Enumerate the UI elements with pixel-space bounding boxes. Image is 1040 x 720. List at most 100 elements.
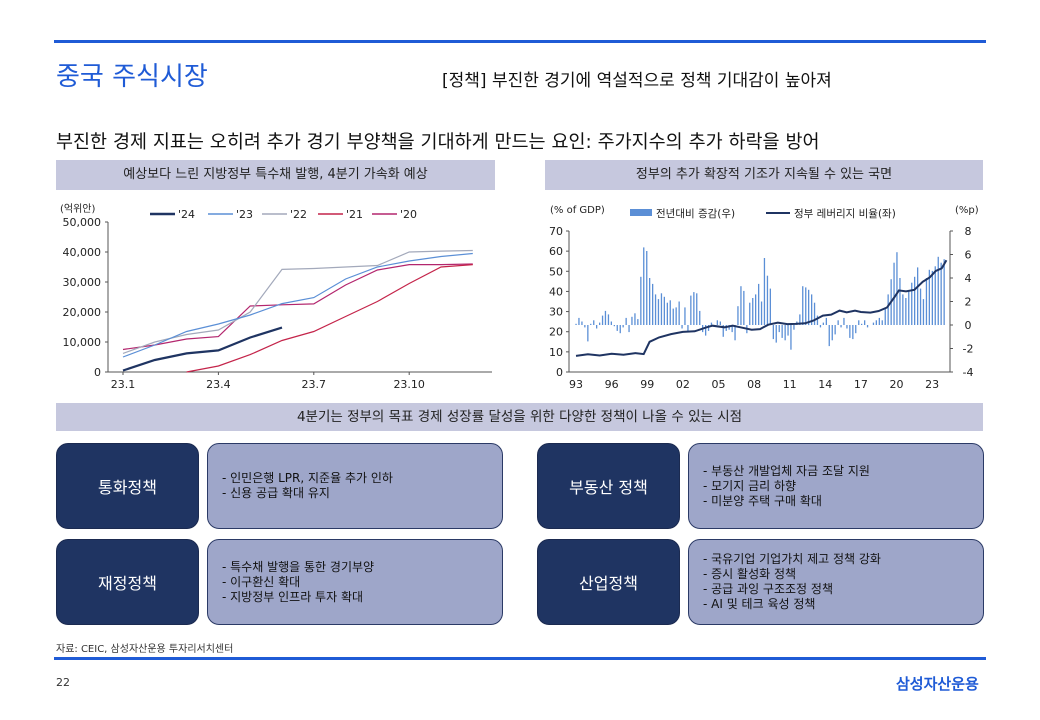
bar xyxy=(911,282,913,325)
x-tick-label: 20 xyxy=(890,378,904,391)
bar xyxy=(660,293,663,325)
policy-item: - 국유기업 기업가치 제고 정책 강화 xyxy=(703,552,881,566)
legend-label: '20 xyxy=(400,208,417,221)
bar xyxy=(760,301,763,325)
bar xyxy=(699,310,701,325)
bar xyxy=(693,292,695,325)
bar xyxy=(846,325,848,329)
bar xyxy=(843,317,845,325)
policy-item: - 부동산 개발업체 자금 조달 지원 xyxy=(703,463,870,478)
y-tick-label: 0 xyxy=(94,366,101,379)
page-title: 중국 주식시장 xyxy=(56,62,208,92)
bar xyxy=(793,325,795,330)
bar xyxy=(696,293,698,325)
left-tick-label: 60 xyxy=(549,245,563,258)
right-tick-label: 4 xyxy=(965,272,972,285)
policy-label-real-estate: 부동산 정책 xyxy=(537,443,680,529)
series-line-24 xyxy=(122,326,283,372)
bar xyxy=(749,302,751,325)
bar xyxy=(740,286,742,325)
bar xyxy=(834,325,836,335)
bar xyxy=(775,325,777,343)
bar xyxy=(934,266,936,326)
left-tick-label: 70 xyxy=(549,225,563,238)
left-tick-label: 0 xyxy=(556,366,563,379)
x-tick-label: 23.7 xyxy=(302,378,327,391)
bar xyxy=(690,295,692,325)
policy-item: - 증시 활성화 정책 xyxy=(703,567,797,581)
bar xyxy=(758,283,760,325)
bar xyxy=(837,320,839,325)
bar xyxy=(631,316,633,325)
bar xyxy=(657,299,660,325)
bar xyxy=(855,325,857,334)
bar xyxy=(707,325,710,331)
policy-body-industrial: - 국유기업 기업가치 제고 정책 강화 - 증시 활성화 정책 - 공급 과잉… xyxy=(688,539,984,625)
bar xyxy=(587,325,589,342)
bar xyxy=(625,317,627,325)
legend-label: '21 xyxy=(346,208,363,221)
bar xyxy=(643,247,645,325)
y-tick-label: 30,000 xyxy=(63,276,102,289)
bar xyxy=(840,325,842,328)
bar xyxy=(881,320,883,325)
policy-body-monetary: - 인민은행 LPR, 지준율 추가 인하 - 신용 공급 확대 유지 xyxy=(207,443,503,529)
x-tick-label: 08 xyxy=(747,378,761,391)
left-tick-label: 20 xyxy=(549,326,563,339)
bar xyxy=(928,269,930,325)
bar xyxy=(875,320,877,325)
policy-label-industrial: 산업정책 xyxy=(537,539,680,625)
bar xyxy=(813,302,816,325)
bar xyxy=(852,325,854,340)
y-tick-label: 50,000 xyxy=(63,216,102,229)
y-unit-label: (억위안) xyxy=(60,202,96,215)
bar xyxy=(825,317,827,325)
bar xyxy=(899,278,901,325)
bar xyxy=(802,286,804,325)
bar xyxy=(613,325,615,327)
bar xyxy=(601,315,604,325)
bar xyxy=(849,325,851,338)
legend-label: 정부 레버리지 비율(좌) xyxy=(794,208,896,220)
bar xyxy=(884,307,886,325)
policy-item: - 모기지 금리 하향 xyxy=(703,478,797,493)
legend-label: '23 xyxy=(236,208,253,221)
bar xyxy=(607,314,610,325)
bar xyxy=(819,325,822,328)
bar xyxy=(722,325,724,337)
bar xyxy=(919,288,922,325)
bar xyxy=(666,302,668,325)
bar xyxy=(781,325,783,338)
policy-label-fiscal: 재정정책 xyxy=(56,539,199,625)
bar xyxy=(637,319,639,325)
x-tick-label: 93 xyxy=(569,378,583,391)
policy-item: - 이구환신 확대 xyxy=(222,574,301,589)
policy-item: - AI 및 테크 육성 정책 xyxy=(703,597,816,611)
bar xyxy=(593,320,595,325)
bar xyxy=(731,325,733,333)
x-tick-label: 23.10 xyxy=(393,378,425,391)
series-line-21 xyxy=(186,264,473,373)
bar xyxy=(663,296,665,325)
x-tick-label: 99 xyxy=(640,378,654,391)
policy-label-monetary: 통화정책 xyxy=(56,443,199,529)
bar xyxy=(858,320,860,325)
left-panel-title: 예상보다 느린 지방정부 특수채 발행, 4분기 가속화 예상 xyxy=(56,160,495,190)
left-tick-label: 40 xyxy=(549,285,563,298)
bar xyxy=(831,325,833,341)
y-tick-label: 20,000 xyxy=(63,306,102,319)
x-tick-label: 17 xyxy=(854,378,868,391)
bar xyxy=(905,298,907,325)
bar xyxy=(604,310,607,325)
bar xyxy=(943,259,945,325)
bar xyxy=(914,276,916,325)
series-line-22 xyxy=(122,249,473,354)
right-tick-label: 2 xyxy=(965,296,972,309)
bar xyxy=(681,325,683,329)
legend-label: '24 xyxy=(178,208,195,221)
bar xyxy=(590,323,592,325)
bar xyxy=(649,278,651,325)
bar xyxy=(790,325,792,350)
policy-item: - 인민은행 LPR, 지준율 추가 인하 xyxy=(222,471,393,485)
bar xyxy=(887,294,889,325)
